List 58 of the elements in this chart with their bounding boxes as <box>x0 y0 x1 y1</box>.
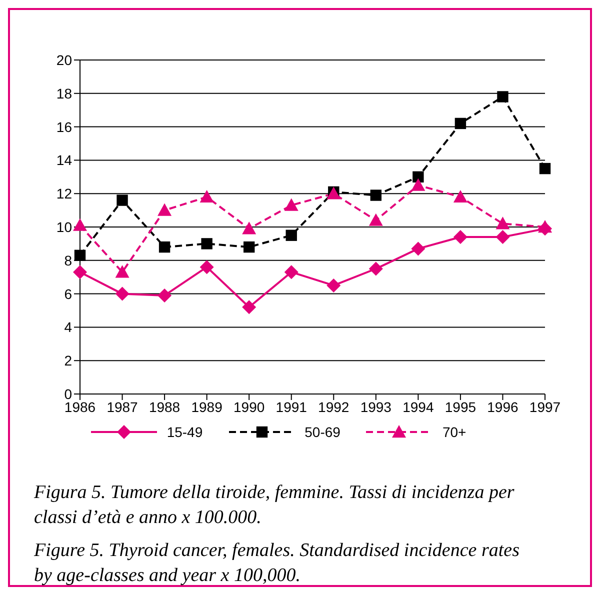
point <box>242 300 256 314</box>
point <box>200 190 214 203</box>
y-tick-label: 2 <box>64 352 72 369</box>
point <box>326 278 341 292</box>
x-tick-label: 1995 <box>444 398 476 415</box>
point <box>538 220 552 233</box>
x-tick-label: 1989 <box>191 398 223 415</box>
point <box>243 241 255 253</box>
legend-label: 15-49 <box>166 424 203 440</box>
x-tick-label: 1990 <box>234 398 265 415</box>
point <box>158 241 170 253</box>
x-tick-label: 1987 <box>106 398 138 415</box>
point <box>370 190 382 201</box>
point <box>158 288 172 302</box>
point <box>242 222 256 234</box>
point <box>411 178 426 191</box>
point <box>116 194 128 206</box>
x-tick-label: 1991 <box>276 398 308 415</box>
x-tick-label: 1988 <box>148 398 180 415</box>
point <box>454 118 466 130</box>
point <box>284 265 298 280</box>
legend-label: 50-69 <box>304 424 340 440</box>
text: Figura 5. Tumore della tiroide, femmine. Tassi di incidenza per classi d’età e anno x 100.000. <box>34 481 516 530</box>
point <box>200 260 214 274</box>
y-tick-label: 14 <box>56 152 72 168</box>
point <box>158 203 172 216</box>
point <box>411 242 426 256</box>
point <box>539 162 551 174</box>
point <box>496 230 510 244</box>
point <box>284 198 298 211</box>
x-tick-label: 1993 <box>360 398 392 415</box>
y-tick-label: 6 <box>64 286 72 302</box>
point <box>412 171 424 182</box>
caption: Figure 5. Thyroid cancer, females. Standardised incidence rates by age-classes and year x 100,000. <box>34 539 520 588</box>
y-tick-label: 12 <box>56 186 72 202</box>
point <box>201 238 212 250</box>
point <box>453 190 468 203</box>
point <box>497 91 508 102</box>
x-tick-label: 1994 <box>402 398 434 415</box>
x-tick-label: 1997 <box>529 398 561 415</box>
point <box>115 265 130 278</box>
point <box>73 265 87 280</box>
y-tick-label: 18 <box>56 85 72 102</box>
legend-label: 70+ <box>442 424 466 440</box>
y-tick-label: 10 <box>56 218 72 235</box>
point <box>453 230 468 244</box>
point <box>496 216 510 230</box>
point <box>73 218 87 231</box>
y-tick-label: 4 <box>64 319 72 336</box>
x-tick-label: 1992 <box>318 398 350 415</box>
y-tick-label: 16 <box>56 118 72 135</box>
point <box>286 230 297 241</box>
x-tick-label: 1996 <box>487 398 519 415</box>
y-tick-label: 8 <box>64 252 72 268</box>
y-tick-label: 20 <box>56 52 72 68</box>
point <box>368 262 383 276</box>
point <box>115 286 130 301</box>
point <box>368 213 383 226</box>
